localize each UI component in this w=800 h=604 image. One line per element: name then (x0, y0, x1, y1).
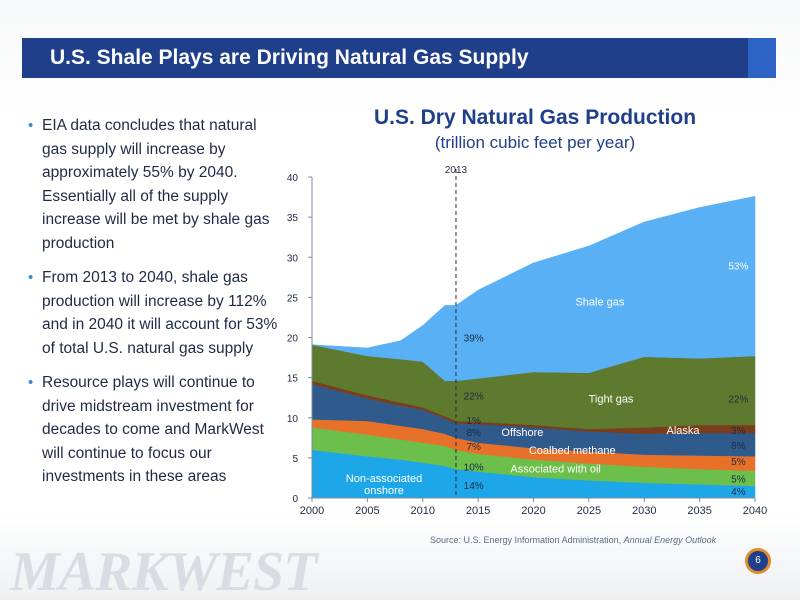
y-tick-label: 10 (287, 414, 299, 425)
y-tick-label: 25 (287, 293, 299, 304)
y-tick-label: 35 (287, 213, 299, 224)
area-shale-gas (311, 195, 756, 382)
x-tick-label: 2020 (521, 505, 545, 517)
source-note: Source: U.S. Energy Information Administ… (430, 535, 716, 545)
data-label: 2013 (445, 165, 468, 176)
bullet-dot-icon: • (28, 269, 34, 286)
bullet-item: • EIA data concludes that natural gas su… (28, 114, 283, 255)
data-label: 8% (466, 428, 481, 439)
data-label: Non-associated (346, 473, 422, 485)
chart-title: U.S. Dry Natural Gas Production (373, 106, 697, 129)
x-tick-label: 2025 (577, 505, 601, 517)
chart-subtitle: (trillion cubic feet per year) (434, 133, 636, 152)
bullet-text: From 2013 to 2040, shale gas production … (42, 269, 278, 357)
data-label: Offshore (501, 427, 543, 439)
data-label: Tight gas (589, 393, 634, 405)
data-label: Shale gas (575, 296, 624, 308)
y-tick-label: 5 (292, 454, 298, 465)
data-label: 14% (464, 481, 484, 492)
x-tick-label: 2005 (355, 505, 379, 517)
data-label: Coalbed methane (529, 445, 616, 457)
x-tick-label: 2000 (300, 505, 324, 517)
source-text: Source: U.S. Energy Information Administ… (430, 535, 624, 545)
slide-title: U.S. Shale Plays are Driving Natural Gas… (50, 46, 529, 69)
page-number-badge: 6 (745, 548, 771, 574)
data-label: 53% (728, 261, 748, 272)
data-label: 3% (731, 426, 746, 437)
data-label: 4% (731, 487, 746, 498)
x-tick-label: 2035 (687, 505, 711, 517)
y-tick-label: 20 (287, 334, 299, 345)
data-label: 8% (731, 441, 746, 452)
x-tick-label: 2010 (411, 505, 435, 517)
bullet-item: • Resource plays will continue to drive … (28, 371, 283, 489)
data-label: Associated with oil (510, 463, 601, 475)
bullet-text: EIA data concludes that natural gas supp… (42, 117, 270, 252)
markwest-logo: MARKWEST (10, 541, 317, 603)
x-tick-label: 2040 (743, 505, 767, 517)
source-publication: Annual Energy Outlook (623, 535, 717, 545)
y-tick-label: 0 (292, 494, 298, 505)
title-bar-accent (748, 38, 776, 78)
data-label: 39% (464, 334, 484, 345)
x-tick-label: 2030 (632, 505, 656, 517)
data-label: 22% (464, 391, 484, 402)
bullet-dot-icon: • (28, 117, 34, 134)
data-label: 5% (731, 457, 746, 468)
y-tick-label: 30 (287, 253, 299, 264)
data-label: 1% (466, 416, 481, 427)
data-label: Alaska (666, 425, 700, 437)
bullet-dot-icon: • (28, 374, 34, 391)
bullet-list: • EIA data concludes that natural gas su… (28, 114, 283, 500)
data-label: 5% (731, 475, 746, 486)
data-label: 10% (464, 463, 484, 474)
bullet-text: Resource plays will continue to drive mi… (42, 374, 264, 485)
y-tick-label: 40 (287, 173, 299, 184)
bullet-item: • From 2013 to 2040, shale gas productio… (28, 266, 283, 360)
x-tick-label: 2015 (466, 505, 490, 517)
y-tick-label: 15 (287, 374, 299, 385)
data-label: 22% (728, 394, 748, 405)
data-label: 7% (466, 442, 481, 453)
data-label: onshore (364, 485, 404, 497)
title-bar (22, 38, 748, 78)
